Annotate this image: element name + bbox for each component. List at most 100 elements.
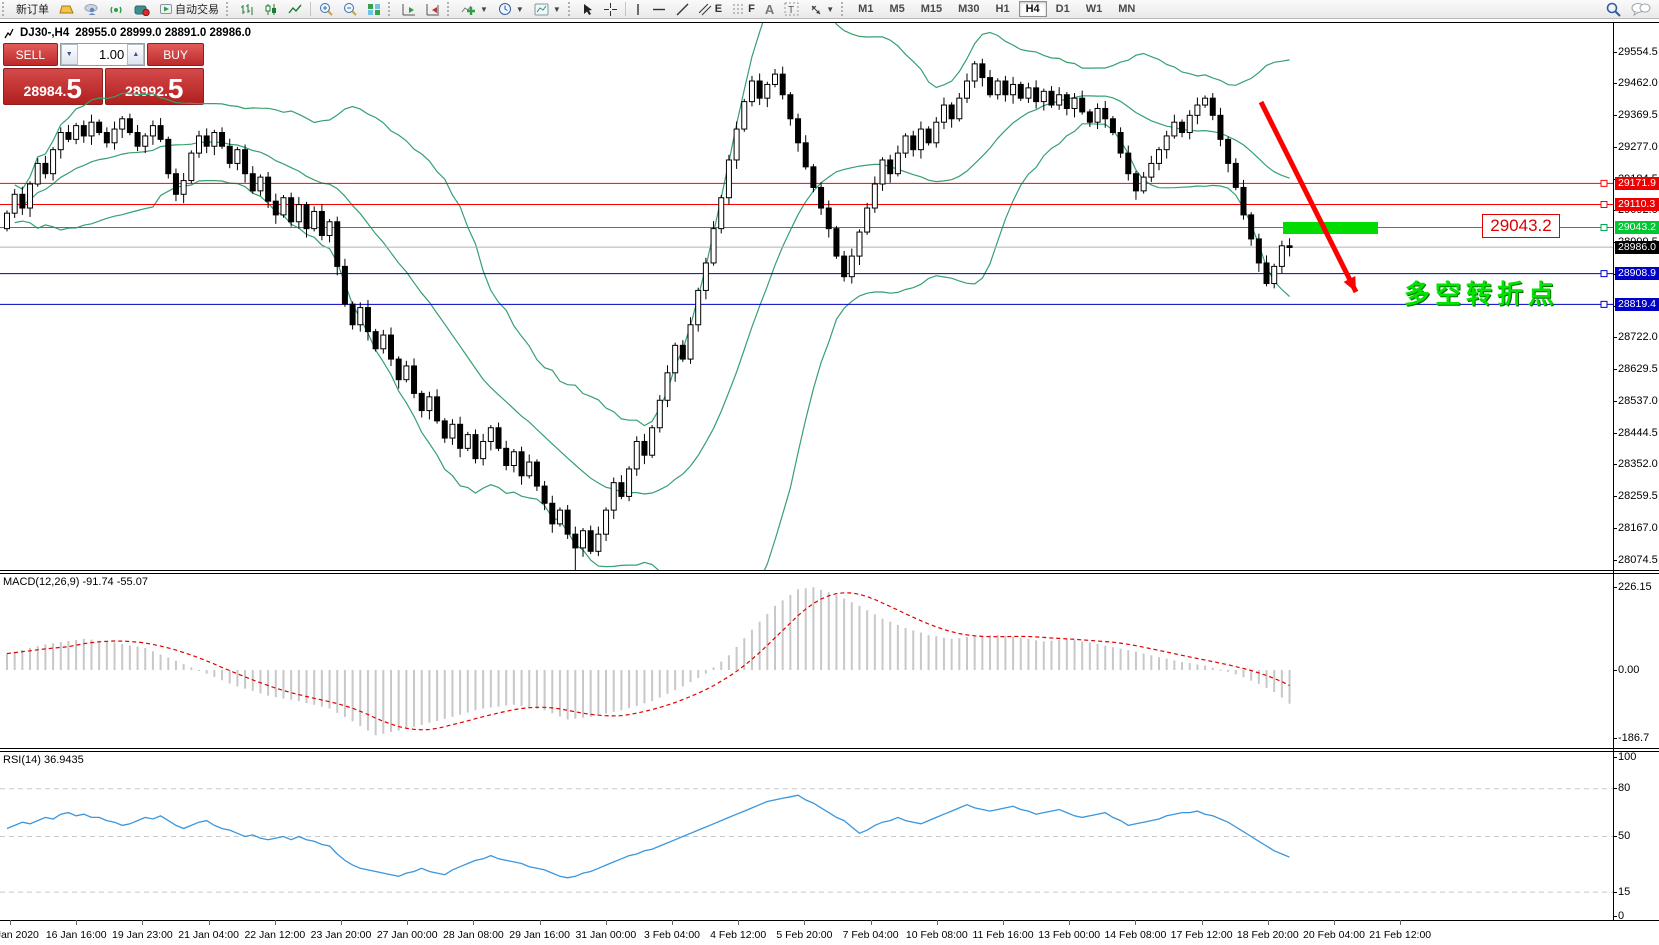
candle-body <box>1163 135 1170 151</box>
panel-separator <box>0 751 1659 752</box>
macd-bar <box>589 670 592 717</box>
timeframe-button-mn[interactable]: MN <box>1118 3 1136 15</box>
macd-bar <box>766 613 769 670</box>
candle-body <box>871 183 878 209</box>
horizontal-line-tool-button[interactable] <box>647 0 671 18</box>
time-label: 5 Feb 20:00 <box>776 929 833 941</box>
macd-bar <box>674 670 677 691</box>
sell-price-display[interactable]: 28984. 5 <box>3 68 103 105</box>
chart-shift-button[interactable] <box>421 0 445 18</box>
panel-separator[interactable] <box>0 570 1659 571</box>
timeframe-button-d1[interactable]: D1 <box>1055 3 1070 15</box>
line-handle[interactable] <box>1600 200 1608 208</box>
channel-tool-button[interactable]: E <box>694 0 727 18</box>
chat-icon[interactable] <box>1631 2 1651 16</box>
candle-body <box>756 80 763 99</box>
line-handle[interactable] <box>1600 300 1608 308</box>
tile-windows-button[interactable] <box>362 0 386 18</box>
vertical-line-icon <box>637 3 639 15</box>
periods-button[interactable]: ▼ <box>493 0 529 18</box>
candle-body <box>11 193 18 214</box>
text-tool-button[interactable]: A <box>760 0 779 18</box>
macd-bar <box>520 670 523 707</box>
zoom-in-button[interactable] <box>314 0 338 18</box>
macd-bar <box>52 643 55 670</box>
candle-body <box>42 162 49 175</box>
timeframe-button-w1[interactable]: W1 <box>1085 3 1103 15</box>
macd-bar <box>789 594 792 670</box>
indicators-button[interactable]: ▼ <box>456 0 493 18</box>
auto-scroll-button[interactable] <box>397 0 421 18</box>
toolbar-grip <box>2 2 9 16</box>
trendline-tool-button[interactable] <box>671 0 694 18</box>
market-button[interactable] <box>129 0 155 18</box>
candle-body <box>702 262 709 291</box>
rsi-tick <box>1613 891 1617 893</box>
new-order-button[interactable]: 新订单 <box>11 0 54 18</box>
macd-bar <box>981 635 984 670</box>
main-price-chart[interactable] <box>0 23 1613 570</box>
macd-bar <box>320 670 323 707</box>
buy-label: BUY <box>163 47 188 62</box>
timeframe-button-h4[interactable]: H4 <box>1018 1 1047 17</box>
candle-body <box>971 63 978 82</box>
cursor-tool-button[interactable] <box>577 0 599 18</box>
macd-bar <box>1188 663 1191 670</box>
sell-button[interactable]: SELL <box>3 43 58 66</box>
macd-bar <box>1250 670 1253 681</box>
panel-separator[interactable] <box>0 748 1659 749</box>
line-handle[interactable] <box>1600 179 1608 187</box>
search-icon[interactable] <box>1606 2 1621 17</box>
macd-bar <box>927 635 930 670</box>
gold-symbols-button[interactable] <box>54 0 79 18</box>
line-handle[interactable] <box>1600 270 1608 278</box>
auto-trading-button[interactable]: 自动交易 <box>155 0 224 18</box>
macd-bar <box>489 670 492 708</box>
line-handle[interactable] <box>1600 224 1608 232</box>
timeframe-button-m5[interactable]: M5 <box>889 3 905 15</box>
macd-bar <box>436 670 439 721</box>
timeframe-button-m30[interactable]: M30 <box>958 3 980 15</box>
buy-price-display[interactable]: 28992. 5 <box>104 68 204 105</box>
signals-button[interactable] <box>104 0 129 18</box>
zoom-out-button[interactable] <box>338 0 362 18</box>
buy-price-main: 28992. <box>125 83 168 99</box>
macd-tick <box>1613 737 1617 739</box>
turning-point-note[interactable]: 多空转折点 <box>1404 279 1560 309</box>
macd-bar <box>635 670 638 706</box>
candlestick-chart-button[interactable] <box>259 0 283 18</box>
fibonacci-tool-button[interactable]: F <box>727 0 760 18</box>
timeframe-button-m15[interactable]: M15 <box>920 3 943 15</box>
macd-bar <box>912 630 915 670</box>
candle-body <box>1148 162 1155 178</box>
highlight-rectangle[interactable] <box>1283 222 1378 234</box>
bar-chart-button[interactable] <box>235 0 259 18</box>
candle-body <box>1202 97 1209 106</box>
volume-decrease-button[interactable]: ▼ <box>60 44 78 65</box>
volume-input[interactable]: 1.00 <box>98 47 125 62</box>
macd-bar <box>797 589 800 670</box>
timeframe-button-h1[interactable]: H1 <box>995 3 1010 15</box>
candle-body <box>1040 90 1047 103</box>
vertical-line-tool-button[interactable] <box>629 0 647 18</box>
macd-bar <box>1265 670 1268 688</box>
label-tool-button[interactable]: T <box>779 0 804 18</box>
candle-body <box>280 197 287 216</box>
buy-button[interactable]: BUY <box>147 43 204 66</box>
rsi-panel[interactable] <box>0 752 1613 920</box>
macd-bar <box>1050 640 1053 670</box>
arrows-tool-button[interactable]: ▼ <box>804 0 839 18</box>
macd-bar <box>443 670 446 719</box>
volume-increase-button[interactable]: ▲ <box>127 44 145 65</box>
profile-button[interactable] <box>79 0 104 18</box>
trend-arrow-head <box>1343 276 1356 292</box>
macd-panel[interactable] <box>0 574 1613 748</box>
templates-button[interactable]: ▼ <box>529 0 566 18</box>
timeframe-button-m1[interactable]: M1 <box>858 3 874 15</box>
crosshair-tool-button[interactable] <box>599 0 622 18</box>
price-callout-label[interactable]: 29043.2 <box>1482 214 1560 238</box>
trend-arrow[interactable] <box>1258 100 1359 294</box>
line-chart-button[interactable] <box>283 0 307 18</box>
candle-body <box>1109 118 1116 134</box>
macd-bar <box>866 610 869 670</box>
